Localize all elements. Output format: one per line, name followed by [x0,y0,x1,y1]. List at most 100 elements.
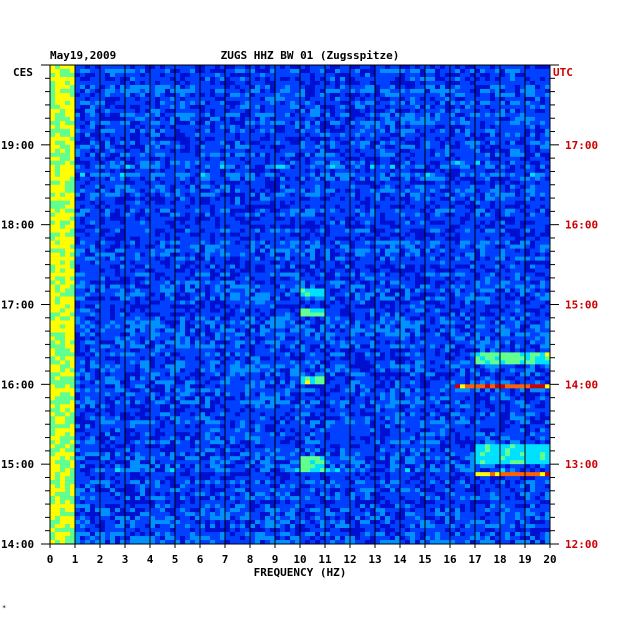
heatmap-cell [505,156,511,162]
heatmap-cell [390,88,396,94]
heatmap-cell [335,176,341,182]
heatmap-cell [320,136,326,142]
heatmap-cell [265,208,271,213]
heatmap-cell [120,208,126,213]
heatmap-cell [185,168,191,174]
heatmap-cell [285,208,291,213]
heatmap-cell [115,164,121,170]
heatmap-cell [110,176,116,182]
heatmap-cell [200,100,206,106]
heatmap-cell [455,128,461,134]
heatmap-cell [185,208,191,213]
heatmap-cell [155,192,161,198]
heatmap-cell [280,252,286,257]
heatmap-cell [185,192,191,198]
heatmap-cell [485,172,491,178]
heatmap-cell [375,80,381,86]
heatmap-cell [320,92,326,98]
heatmap-cell [535,148,541,154]
heatmap-cell [55,204,61,209]
heatmap-cell [400,212,406,217]
heatmap-cell [530,184,536,190]
heatmap-cell [335,172,341,178]
heatmap-cell [325,84,331,90]
heatmap-cell [145,136,151,142]
heatmap-cell [465,180,471,186]
heatmap-cell [305,65,311,70]
heatmap-cell [370,204,376,209]
heatmap-cell [505,68,511,74]
heatmap-cell [360,240,366,245]
heatmap-cell [55,224,61,229]
heatmap-cell [360,164,366,170]
heatmap-cell [95,176,101,182]
heatmap-cell [150,128,156,134]
heatmap-cell [500,176,506,182]
heatmap-cell [105,124,111,130]
heatmap-cell [290,160,296,166]
heatmap-cell [160,180,166,186]
heatmap-cell [500,216,506,221]
heatmap-cell [205,172,211,178]
heatmap-cell [410,176,416,182]
heatmap-cell [450,76,456,82]
heatmap-cell [105,212,111,217]
heatmap-cell [95,148,101,154]
heatmap-cell [60,80,66,86]
heatmap-cell [520,128,526,134]
heatmap-cell [390,84,396,90]
heatmap-cell [405,196,411,202]
heatmap-cell [470,212,476,217]
heatmap-cell [340,164,346,170]
heatmap-cell [495,128,501,134]
heatmap-cell [310,132,316,138]
heatmap-cell [185,88,191,94]
heatmap-cell [450,96,456,102]
heatmap-cell [460,72,466,78]
heatmap-cell [105,196,111,202]
heatmap-cell [70,208,76,213]
heatmap-cell [80,160,86,166]
heatmap-cell [70,180,76,186]
heatmap-cell [440,216,446,221]
heatmap-cell [155,164,161,170]
heatmap-cell [350,140,356,146]
heatmap-cell [340,260,346,265]
heatmap-cell [115,72,121,78]
heatmap-cell [390,132,396,138]
heatmap-cell [305,140,311,146]
heatmap-cell [145,76,151,82]
heatmap-cell [175,96,181,102]
heatmap-cell [475,252,481,257]
heatmap-cell [110,88,116,94]
heatmap-cell [390,164,396,170]
heatmap-cell [110,156,116,162]
heatmap-cell [225,184,231,190]
heatmap-cell [120,212,126,217]
heatmap-cell [410,80,416,86]
heatmap-cell [125,136,131,142]
heatmap-cell [385,184,391,190]
heatmap-cell [65,260,71,265]
heatmap-cell [415,128,421,134]
heatmap-cell [215,232,221,237]
heatmap-cell [390,92,396,98]
heatmap-cell [95,216,101,221]
heatmap-cell [325,256,331,261]
heatmap-cell [70,252,76,257]
heatmap-cell [365,216,371,221]
heatmap-cell [395,240,401,245]
heatmap-cell [95,200,101,206]
heatmap-cell [350,132,356,138]
heatmap-cell [265,116,271,122]
heatmap-cell [360,148,366,154]
heatmap-cell [150,244,156,249]
heatmap-cell [450,140,456,146]
heatmap-cell [100,248,106,253]
heatmap-cell [160,76,166,82]
heatmap-cell [95,184,101,190]
heatmap-cell [275,216,281,221]
heatmap-cell [465,252,471,257]
heatmap-cell [55,140,61,146]
heatmap-cell [345,228,351,233]
